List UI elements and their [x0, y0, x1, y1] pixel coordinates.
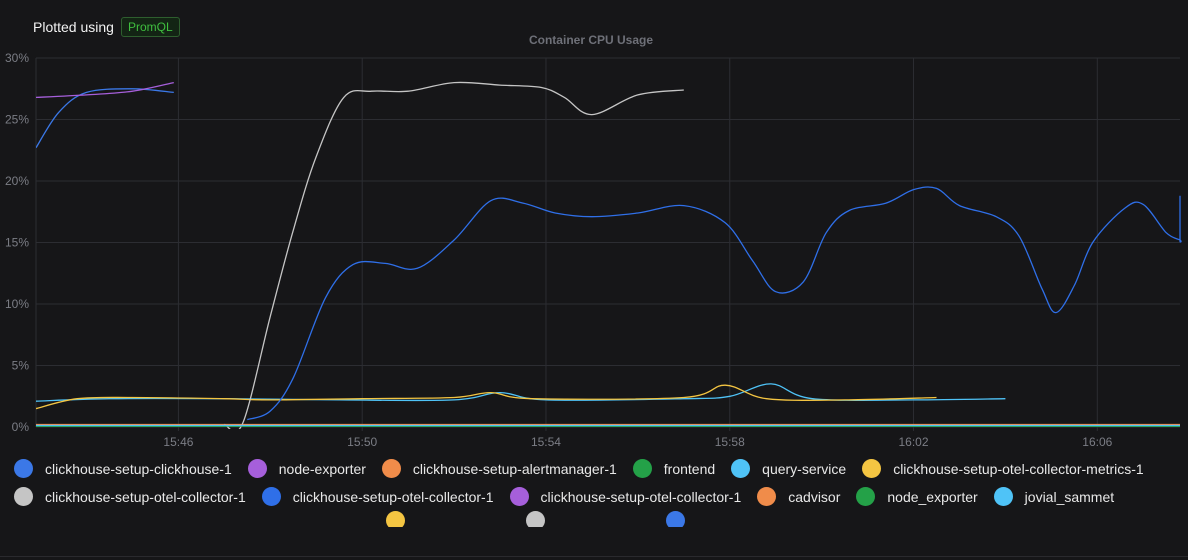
legend-item[interactable]: clickhouse-setup-otel-collector-1	[261, 487, 494, 506]
legend-item[interactable]: clickhouse-setup-otel-collector-metrics-…	[862, 459, 1144, 478]
plotted-using-label: Plotted using	[33, 19, 114, 35]
series-line-0[interactable]	[36, 88, 174, 149]
chart-grid	[35, 57, 1180, 431]
legend-swatch	[14, 487, 33, 506]
legend-label: clickhouse-setup-otel-collector-1	[540, 488, 742, 505]
x-tick-label: 16:06	[1082, 435, 1112, 449]
legend-item[interactable]: query-service	[731, 459, 846, 478]
panel-header: Plotted using PromQL	[33, 16, 180, 38]
x-tick-label: 15:50	[347, 435, 377, 449]
y-tick-label: 30%	[5, 51, 29, 65]
legend-label: clickhouse-setup-otel-collector-metrics-…	[893, 460, 1144, 477]
legend-swatch	[509, 487, 529, 506]
legend-item[interactable]: node-exporter	[247, 459, 366, 478]
legend-label: clickhouse-setup-alertmanager-1	[412, 460, 617, 477]
y-tick-label: 20%	[5, 174, 29, 188]
cpu-usage-chart[interactable]: Container CPU Usage 0%5%10%15%20%25%30% …	[0, 30, 1188, 455]
chart-legend: clickhouse-setup-clickhouse-1 node-export…	[14, 459, 1182, 527]
legend-item[interactable]: cadvisor	[757, 487, 840, 506]
legend-swatch	[632, 459, 652, 478]
x-tick-label: 15:54	[531, 435, 561, 449]
legend-item[interactable]: jovial_sammet	[993, 487, 1115, 506]
legend-label: clickhouse-setup-otel-collector-1	[292, 488, 494, 505]
legend-swatch	[526, 511, 545, 527]
chart-title: Container CPU Usage	[529, 33, 653, 47]
legend-item[interactable]: clickhouse-setup-otel-collector-1	[14, 487, 246, 506]
legend-swatch	[757, 487, 777, 506]
plot-area	[36, 81, 1182, 431]
series-line-5[interactable]	[36, 384, 937, 410]
legend-swatch	[247, 459, 267, 478]
legend-swatch	[261, 487, 281, 506]
legend-label: node-exporter	[278, 460, 366, 477]
legend-item-partial[interactable]	[386, 511, 417, 527]
y-tick-label: 25%	[5, 113, 29, 127]
series-line-7[interactable]	[247, 186, 1182, 421]
y-tick-label: 10%	[5, 297, 29, 311]
x-tick-label: 16:02	[899, 435, 929, 449]
legend-swatch	[856, 487, 876, 506]
legend-label: clickhouse-setup-otel-collector-1	[45, 488, 246, 505]
legend-item[interactable]: node_exporter	[856, 487, 978, 506]
legend-label: clickhouse-setup-clickhouse-1	[45, 460, 232, 477]
legend-item-partial[interactable]	[526, 511, 557, 527]
x-tick-label: 15:58	[715, 435, 745, 449]
y-tick-label: 15%	[5, 236, 29, 250]
legend-item[interactable]: frontend	[632, 459, 716, 478]
legend-label: node_exporter	[887, 488, 978, 505]
y-tick-label: 5%	[12, 359, 30, 373]
x-tick-label: 15:46	[163, 435, 193, 449]
series-line-6[interactable]	[224, 81, 684, 431]
legend-swatch	[862, 459, 882, 478]
x-axis: 15:46 15:50 15:54 15:58 16:02 16:06	[163, 435, 1112, 449]
legend-item[interactable]: clickhouse-setup-alertmanager-1	[381, 459, 617, 478]
legend-swatch	[386, 511, 405, 527]
legend-label: jovial_sammet	[1024, 488, 1115, 505]
legend-swatch	[14, 459, 33, 478]
legend-label: frontend	[663, 460, 716, 477]
query-language-badge: PromQL	[120, 17, 180, 37]
legend-swatch	[666, 511, 685, 527]
y-tick-label: 0%	[12, 420, 30, 434]
legend-item[interactable]: clickhouse-setup-clickhouse-1	[14, 459, 232, 478]
legend-swatch	[993, 487, 1013, 506]
legend-label: query-service	[762, 460, 847, 477]
y-axis: 0% 5% 10% 15% 20% 25% 30%	[5, 51, 29, 434]
legend-item[interactable]: clickhouse-setup-otel-collector-1	[509, 487, 742, 506]
legend-swatch	[731, 459, 751, 478]
legend-label: cadvisor	[788, 488, 841, 505]
series-line-1[interactable]	[36, 81, 174, 99]
legend-swatch	[381, 459, 401, 478]
legend-item-partial[interactable]	[666, 511, 697, 527]
